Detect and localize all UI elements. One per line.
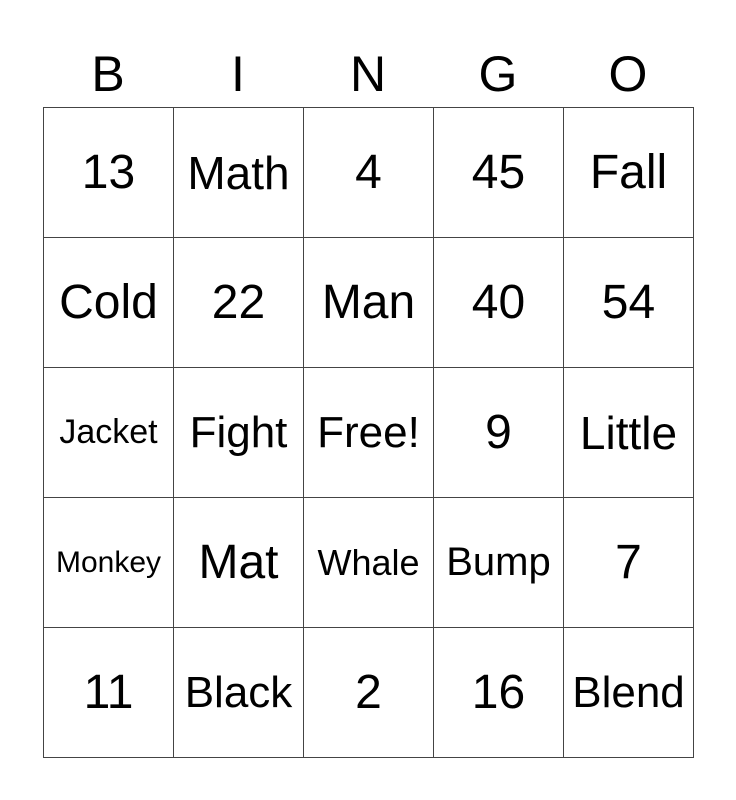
bingo-cell: Mat bbox=[173, 497, 304, 628]
bingo-cell: Free! bbox=[303, 367, 434, 498]
header-letter: I bbox=[231, 46, 245, 102]
bingo-cell: 2 bbox=[303, 627, 434, 758]
bingo-row: Cold 22 Man 40 54 bbox=[43, 237, 694, 368]
bingo-row: Monkey Mat Whale Bump 7 bbox=[43, 497, 694, 628]
bingo-cell: Cold bbox=[43, 237, 174, 368]
bingo-cell: Man bbox=[303, 237, 434, 368]
bingo-cell: 40 bbox=[433, 237, 564, 368]
bingo-cell: Blend bbox=[563, 627, 694, 758]
bingo-row: 13 Math 4 45 Fall bbox=[43, 107, 694, 238]
bingo-cell: Monkey bbox=[43, 497, 174, 628]
bingo-cell: 54 bbox=[563, 237, 694, 368]
bingo-cell: 22 bbox=[173, 237, 304, 368]
bingo-cell: Bump bbox=[433, 497, 564, 628]
bingo-cell: Fight bbox=[173, 367, 304, 498]
header-letter: N bbox=[349, 46, 387, 102]
header-letter: G bbox=[478, 46, 518, 102]
bingo-cell: Little bbox=[563, 367, 694, 498]
bingo-cell: Jacket bbox=[43, 367, 174, 498]
bingo-cell: 11 bbox=[43, 627, 174, 758]
header-letter: O bbox=[608, 46, 648, 102]
bingo-cell: 9 bbox=[433, 367, 564, 498]
bingo-cell: 45 bbox=[433, 107, 564, 238]
bingo-cell: Black bbox=[173, 627, 304, 758]
bingo-cell: Math bbox=[173, 107, 304, 238]
bingo-cell: Fall bbox=[563, 107, 694, 238]
bingo-cell: 4 bbox=[303, 107, 434, 238]
bingo-row: 11 Black 2 16 Blend bbox=[43, 627, 694, 758]
bingo-cell: 7 bbox=[563, 497, 694, 628]
header-letter: B bbox=[91, 46, 125, 102]
bingo-header: B I N G O bbox=[43, 44, 693, 104]
bingo-row: Jacket Fight Free! 9 Little bbox=[43, 367, 694, 498]
bingo-card: 13 Math 4 45 Fall Cold 22 Man 40 54 Jacket Fight Fre… bbox=[43, 107, 694, 758]
bingo-cell: 16 bbox=[433, 627, 564, 758]
bingo-cell: 13 bbox=[43, 107, 174, 238]
bingo-cell: Whale bbox=[303, 497, 434, 628]
